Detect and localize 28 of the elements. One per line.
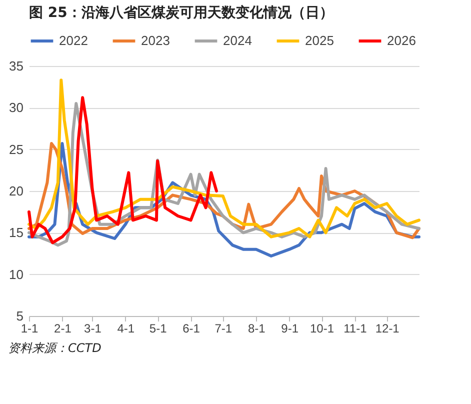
x-tick-label: 12-1	[375, 322, 400, 336]
x-tick-label: 7-1	[214, 322, 232, 336]
x-tick-label: 6-1	[182, 322, 200, 336]
y-tick-label: 10	[9, 266, 24, 282]
legend-label: 2026	[387, 33, 416, 48]
line-series	[28, 78, 420, 238]
x-tick-label: 11-1	[344, 322, 368, 336]
x-tick-label: 1-1	[20, 322, 38, 336]
y-tick-label: 30	[9, 100, 24, 116]
x-tick-label: 3-1	[84, 322, 102, 336]
y-tick-label: 20	[9, 184, 24, 198]
chart-title: 图 25：沿海八省区煤炭可用天数变化情况（日）	[29, 4, 334, 21]
line-series	[28, 96, 218, 244]
y-tick-label: 35	[9, 58, 24, 74]
x-tick-label: 2-1	[54, 322, 72, 336]
x-tick-label: 4-1	[117, 322, 135, 336]
x-tick-label: 10-1	[310, 322, 334, 336]
legend-label: 2024	[223, 33, 252, 48]
y-tick-label: 5	[16, 308, 24, 324]
x-tick-label: 9-1	[281, 322, 299, 336]
text: 资料来源：CCTD	[7, 340, 102, 357]
x-tick-label: 5-1	[149, 322, 168, 336]
y-tick-label: 25	[9, 142, 24, 157]
legend-label: 2025	[305, 33, 334, 48]
legend-label: 2022	[59, 33, 88, 48]
y-tick-label: 15	[9, 225, 24, 240]
legend-label: 2023	[141, 33, 170, 48]
x-tick-label: 8-1	[248, 322, 266, 336]
